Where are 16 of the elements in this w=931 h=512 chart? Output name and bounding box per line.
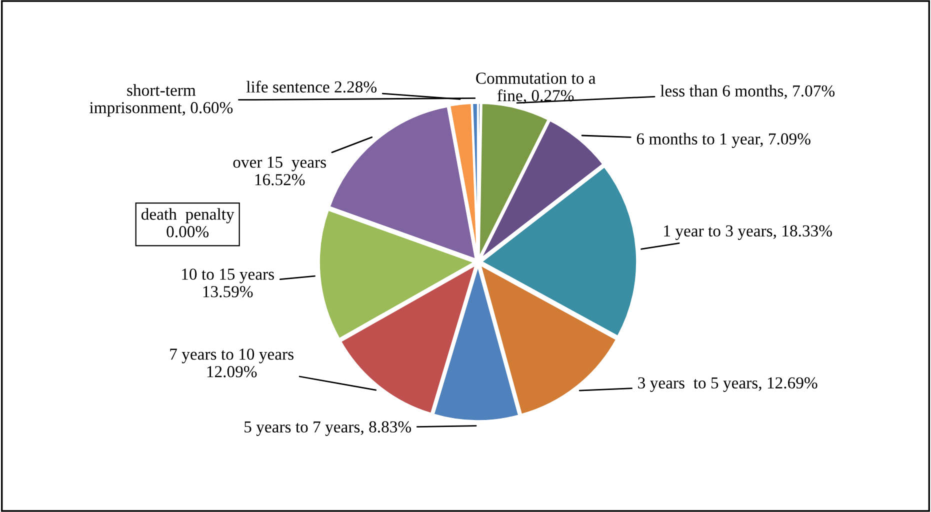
slice-label: Commutation to a fine, 0.27%: [476, 72, 596, 104]
slice-label: 10 to 15 years: [182, 268, 274, 284]
text: 0.00%: [166, 226, 209, 238]
slice-label: short-term imprisonment, 0.60%: [90, 84, 233, 117]
slice-label: less than 6 months, 7.07%: [660, 84, 835, 99]
data-label: 12.09%: [207, 366, 257, 378]
category-label: death penalty: [141, 208, 234, 224]
slice-label: life sentence 2.28%: [246, 80, 377, 93]
slice-label: over 15 years: [233, 156, 326, 172]
slice-label: 1 year to 3 years, 18.33%: [664, 225, 832, 240]
slice-label: 6 months to 1 year, 7.09%: [636, 132, 810, 148]
slice-label: 5 years to 7 years, 8.83%: [244, 421, 412, 436]
data-label: 16.52%: [255, 174, 305, 186]
data-label: 13.59%: [203, 286, 253, 298]
slice-label: 7 years to 10 years: [170, 348, 294, 364]
slice-label: 3 years to 5 years, 12.69%: [638, 377, 818, 392]
